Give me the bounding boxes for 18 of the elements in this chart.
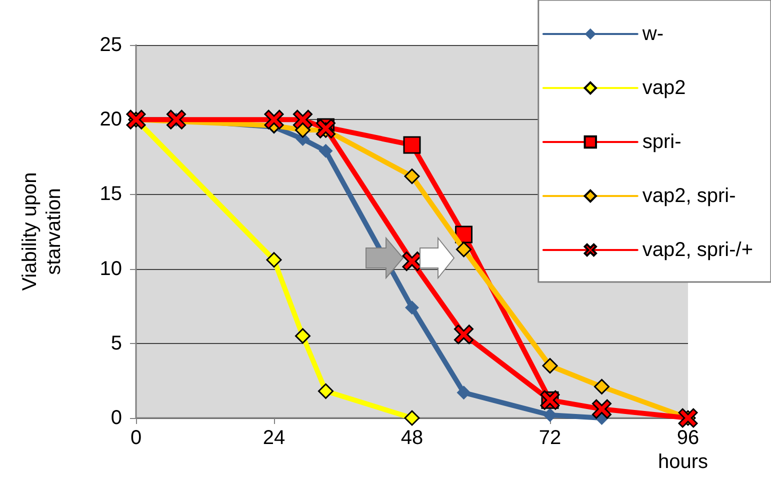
x-tick-label: 96 bbox=[676, 427, 700, 449]
y-tick-label: 0 bbox=[110, 407, 122, 429]
legend-label: w- bbox=[641, 23, 664, 45]
y-axis-title: Viability upon starvation bbox=[19, 172, 65, 291]
y-tick-label: 10 bbox=[100, 258, 122, 280]
x-tick-label: 48 bbox=[400, 427, 424, 449]
legend-label: vap2 bbox=[642, 77, 686, 99]
x-tick-label: 24 bbox=[262, 427, 286, 449]
legend-label: spri- bbox=[642, 131, 682, 153]
y-tick-label: 5 bbox=[110, 332, 122, 354]
y-tick-label: 25 bbox=[100, 34, 122, 56]
x-tick-label: 0 bbox=[130, 427, 142, 449]
x-tick-label: 72 bbox=[538, 427, 562, 449]
legend-label: vap2, spri- bbox=[642, 185, 736, 207]
legend-label: vap2, spri-/+ bbox=[642, 239, 754, 261]
y-tick-label: 15 bbox=[100, 183, 122, 206]
y-tick-label: 20 bbox=[100, 108, 122, 131]
x-axis-title: hours bbox=[658, 451, 708, 473]
